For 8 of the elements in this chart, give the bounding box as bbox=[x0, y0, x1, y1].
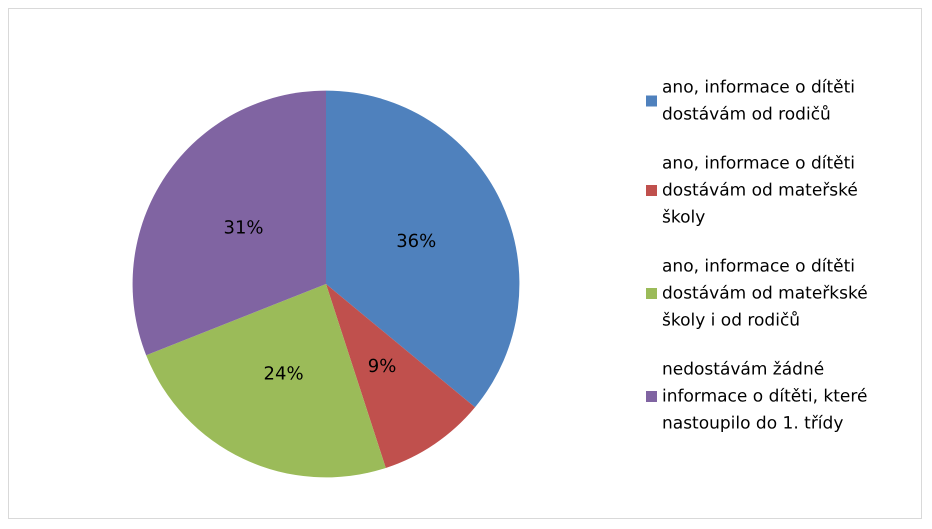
legend-label: ano, informace o dítěti dostávám od mateřkské školy i od rodičů bbox=[662, 256, 874, 330]
legend-label: ano, informace o dítěti dostávám od mateřské školy bbox=[662, 154, 864, 228]
data-label: 36% bbox=[396, 231, 436, 252]
data-label: 31% bbox=[224, 217, 264, 238]
legend-label: ano, informace o dítěti dostávám od rodičů bbox=[662, 78, 860, 124]
data-label: 24% bbox=[264, 364, 304, 385]
data-label: 9% bbox=[368, 356, 396, 377]
legend-label: nedostávám žádné informace o dítěti, které nastoupilo do 1. třídy bbox=[662, 360, 873, 434]
